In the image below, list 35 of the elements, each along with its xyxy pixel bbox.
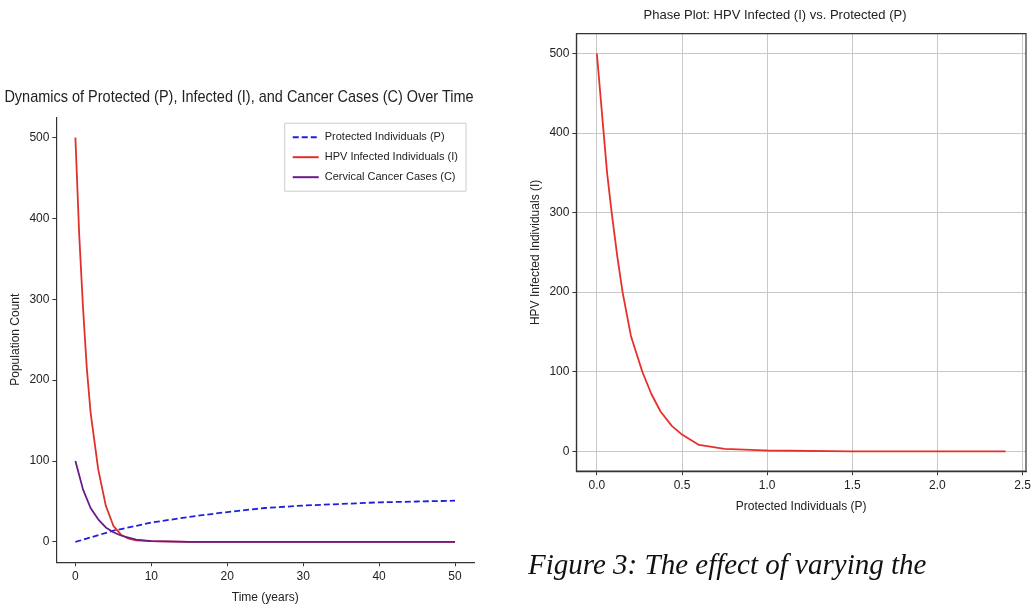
y-tick-label: 300 [29, 291, 50, 306]
y-tick-label: 500 [29, 129, 50, 144]
x-tick-label: 1.5 [843, 477, 861, 492]
y-axis-title: Population Count [7, 293, 22, 386]
x-tick-label: 2.5 [1014, 477, 1032, 492]
caption: Figure 3: The effect of varying the [528, 548, 927, 581]
chart-title: Phase Plot: HPV Infected (I) vs. Protected (P) [643, 7, 907, 23]
x-tick-label: 10 [144, 568, 159, 583]
y-tick-label: 200 [549, 284, 570, 299]
y-tick-label: 400 [549, 125, 570, 140]
legend-label: HPV Infected Individuals (I) [324, 150, 459, 163]
y-tick-label: 100 [549, 364, 570, 379]
y-tick-label: 300 [549, 204, 570, 219]
x-tick-label: 40 [372, 568, 387, 583]
chart-title: Dynamics of Protected (P), Infected (I), and Cancer Cases (C) Over Time [4, 87, 474, 106]
x-tick-label: 50 [448, 568, 463, 583]
y-tick-label: 0 [42, 534, 50, 549]
legend-label: Protected Individuals (P) [324, 130, 445, 143]
x-tick-label: 20 [220, 568, 235, 583]
y-tick-label: 0 [562, 443, 570, 458]
y-axis-title: HPV Infected Individuals (I) [527, 179, 542, 326]
y-tick-label: 400 [29, 210, 50, 225]
x-tick-label: 0 [72, 568, 80, 583]
x-tick-label: 1.0 [758, 477, 776, 492]
legend-label: Cervical Cancer Cases (C) [324, 170, 456, 183]
x-tick-label: 0.5 [673, 477, 691, 492]
x-tick-label: 2.0 [929, 477, 947, 492]
x-tick-label: 0.0 [588, 477, 606, 492]
y-tick-label: 500 [549, 45, 570, 60]
x-tick-label: 30 [296, 568, 311, 583]
y-tick-label: 200 [29, 372, 50, 387]
y-tick-label: 100 [29, 453, 50, 468]
line-series [74, 499, 456, 543]
x-axis-title: Time (years) [231, 590, 299, 605]
x-axis-title: Protected Individuals (P) [735, 499, 867, 514]
